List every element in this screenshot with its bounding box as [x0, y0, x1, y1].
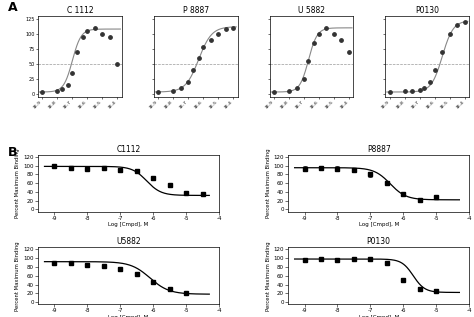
Point	[169, 88, 177, 94]
Point	[189, 67, 197, 72]
Point	[114, 61, 121, 66]
Y-axis label: Percent Maximum Binding: Percent Maximum Binding	[16, 241, 20, 311]
Point	[461, 19, 469, 24]
Point	[409, 88, 416, 94]
Text: B: B	[8, 146, 17, 158]
Y-axis label: Percent Maximum Binding: Percent Maximum Binding	[265, 241, 271, 311]
Point	[454, 22, 461, 27]
X-axis label: Log [Cmpd], M: Log [Cmpd], M	[358, 222, 399, 227]
Point	[83, 28, 91, 33]
Point	[214, 31, 222, 36]
Point	[337, 37, 345, 42]
Point	[300, 76, 308, 81]
Title: P0130: P0130	[415, 6, 439, 15]
Point	[293, 85, 301, 90]
Point	[420, 85, 428, 90]
Point	[438, 49, 446, 55]
Point	[177, 85, 184, 90]
Point	[54, 88, 61, 94]
Point	[323, 25, 330, 30]
Point	[431, 67, 438, 72]
X-axis label: Log [Cmpd], M: Log [Cmpd], M	[109, 222, 149, 227]
Point	[64, 82, 72, 87]
Point	[310, 40, 318, 45]
Point	[401, 89, 409, 94]
Point	[99, 31, 106, 36]
Title: U 5882: U 5882	[298, 6, 325, 15]
Point	[416, 87, 424, 92]
Title: P8887: P8887	[367, 145, 391, 154]
Point	[58, 87, 66, 92]
Point	[200, 44, 207, 49]
Y-axis label: Percent Maximum Binding: Percent Maximum Binding	[265, 148, 271, 218]
Title: P 8887: P 8887	[182, 6, 209, 15]
Point	[38, 89, 46, 94]
Point	[305, 58, 312, 63]
Point	[330, 31, 338, 36]
Point	[69, 70, 76, 75]
Point	[446, 31, 454, 36]
Point	[229, 25, 237, 30]
Point	[106, 34, 114, 39]
Title: P0130: P0130	[367, 237, 391, 246]
Point	[285, 88, 293, 94]
Point	[427, 79, 434, 84]
Point	[222, 27, 229, 32]
X-axis label: Log [Cmpd], M: Log [Cmpd], M	[358, 315, 399, 317]
Title: C1112: C1112	[117, 145, 141, 154]
Point	[345, 49, 353, 55]
Text: A: A	[8, 1, 18, 14]
Title: C 1112: C 1112	[66, 6, 93, 15]
X-axis label: Log [Cmpd], M: Log [Cmpd], M	[109, 315, 149, 317]
Point	[315, 31, 323, 36]
Point	[155, 89, 162, 94]
Title: U5882: U5882	[116, 237, 141, 246]
Point	[207, 37, 214, 42]
Point	[184, 79, 192, 84]
Y-axis label: Percent Maximum Binding: Percent Maximum Binding	[16, 148, 20, 218]
Point	[91, 25, 99, 30]
Point	[73, 49, 81, 55]
Point	[386, 89, 393, 94]
Point	[270, 89, 278, 94]
Point	[79, 34, 87, 39]
Point	[195, 55, 202, 60]
